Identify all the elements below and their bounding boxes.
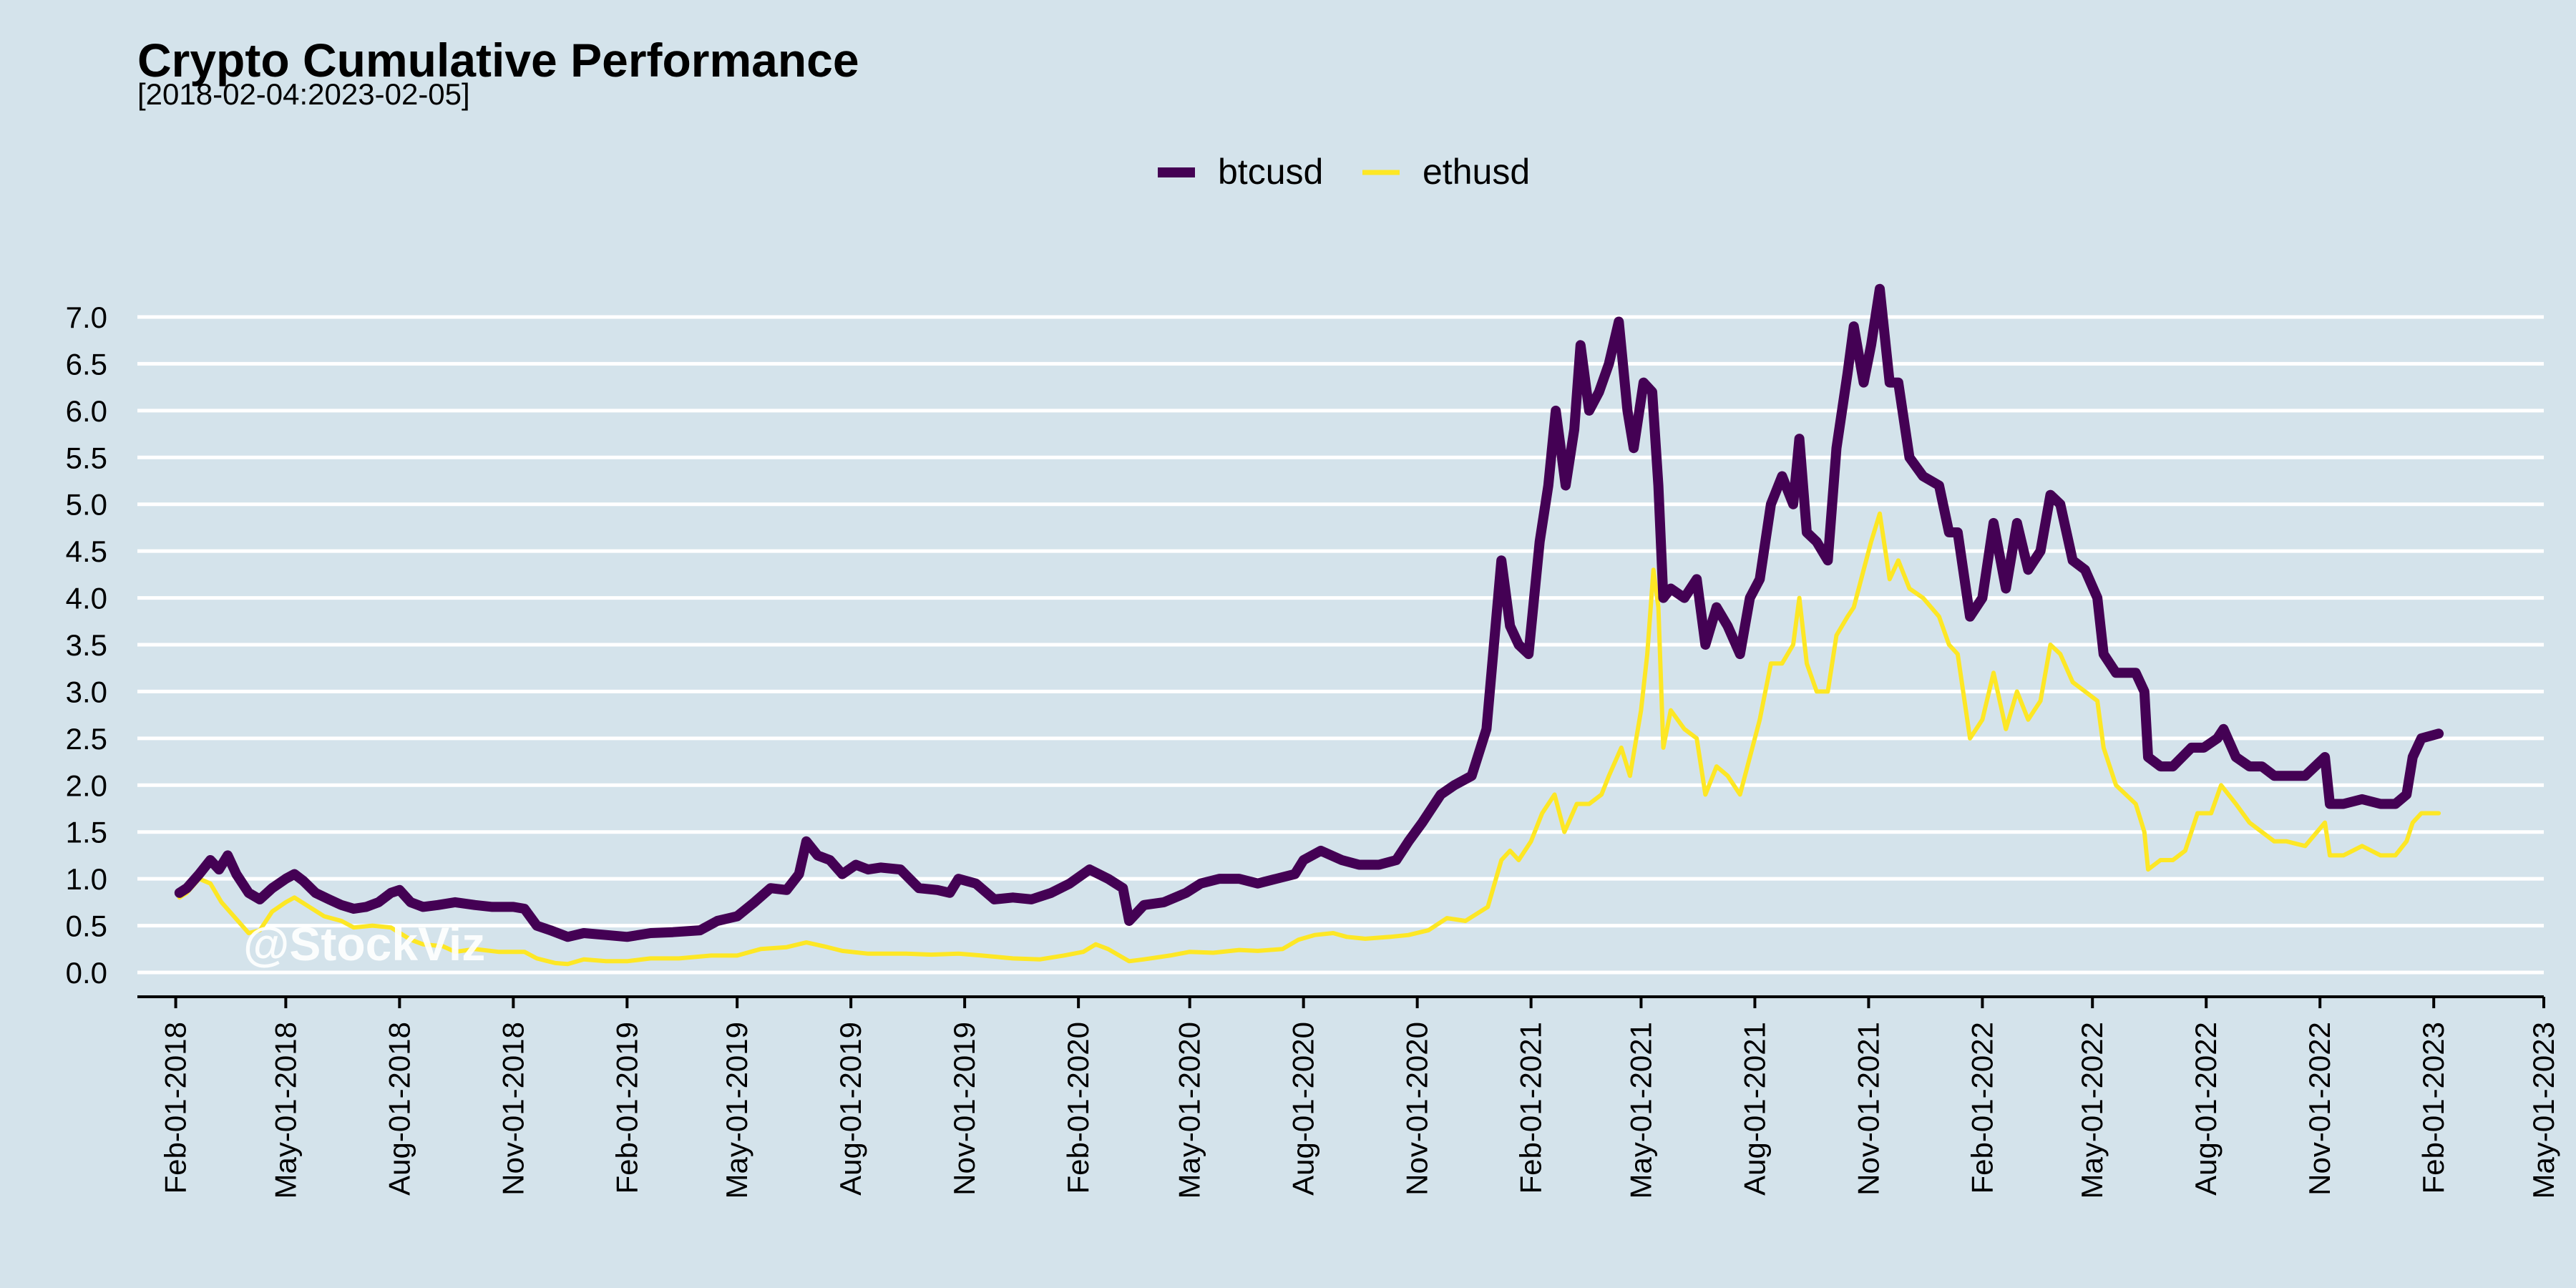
y-tick-label: 4.0 [66,582,107,615]
x-tick-label: Nov-01-2018 [496,1022,530,1196]
x-tick-label: Aug-01-2021 [1737,1022,1771,1196]
series-layer [174,283,2444,967]
y-tick-label: 0.0 [66,956,107,990]
y-tick-label: 4.5 [66,535,107,568]
series-line-btcusd [174,283,2444,942]
x-tick-label: Feb-01-2023 [2416,1022,2450,1194]
y-tick-label: 5.0 [66,488,107,522]
x-tick-label: Feb-01-2020 [1061,1022,1095,1194]
x-axis: Feb-01-2018 May-01-2018 Aug-01-2018 Nov-01-… [137,995,2560,1199]
x-tick-label: Aug-01-2022 [2189,1022,2223,1196]
legend-label-ethusd: ethusd [1423,152,1530,192]
x-tick-label: Nov-01-2020 [1400,1022,1434,1196]
x-tick-label: Nov-01-2021 [1851,1022,1885,1196]
x-tick-label: May-01-2018 [268,1022,302,1199]
x-tick-label: May-01-2021 [1624,1022,1657,1199]
grid-layer [137,315,2544,975]
legend: btcusd ethusd [1158,152,1530,192]
y-tick-label: 3.5 [66,628,107,662]
y-tick-label: 0.5 [66,909,107,943]
y-axis: 0.0 0.5 1.0 1.5 2.0 2.5 3.0 3.5 4.0 4.5 5.0 5.5 6.0 6… [66,301,107,990]
y-tick-label: 1.0 [66,862,107,896]
x-tick-label: Aug-01-2019 [834,1022,867,1196]
x-tick-label: May-01-2020 [1173,1022,1206,1199]
x-tick-label: Feb-01-2019 [610,1022,643,1194]
x-tick-label: Aug-01-2020 [1287,1022,1320,1196]
x-tick-label: Feb-01-2021 [1514,1022,1548,1194]
series-line-ethusd [177,511,2441,967]
y-tick-label: 3.0 [66,675,107,708]
watermark-text: @StockViz [243,917,485,970]
y-tick-label: 5.5 [66,441,107,474]
y-tick-label: 7.0 [66,301,107,334]
x-tick-label: Feb-01-2018 [159,1022,192,1194]
x-tick-label: Nov-01-2022 [2303,1022,2336,1196]
x-tick-label: May-01-2019 [720,1022,753,1199]
y-tick-label: 1.5 [66,816,107,849]
chart-subtitle: [2018-02-04:2023-02-05] [137,77,470,111]
chart-title: Crypto Cumulative Performance [137,34,859,87]
x-tick-label: Aug-01-2018 [382,1022,416,1196]
x-tick-label: May-01-2023 [2527,1022,2560,1199]
y-tick-label: 2.0 [66,769,107,802]
x-tick-label: Feb-01-2022 [1965,1022,1999,1194]
x-tick-label: Nov-01-2019 [947,1022,981,1196]
y-tick-label: 2.5 [66,722,107,756]
legend-label-btcusd: btcusd [1218,152,1323,192]
y-tick-label: 6.5 [66,347,107,381]
x-tick-label: May-01-2022 [2075,1022,2109,1199]
y-tick-label: 6.0 [66,394,107,428]
